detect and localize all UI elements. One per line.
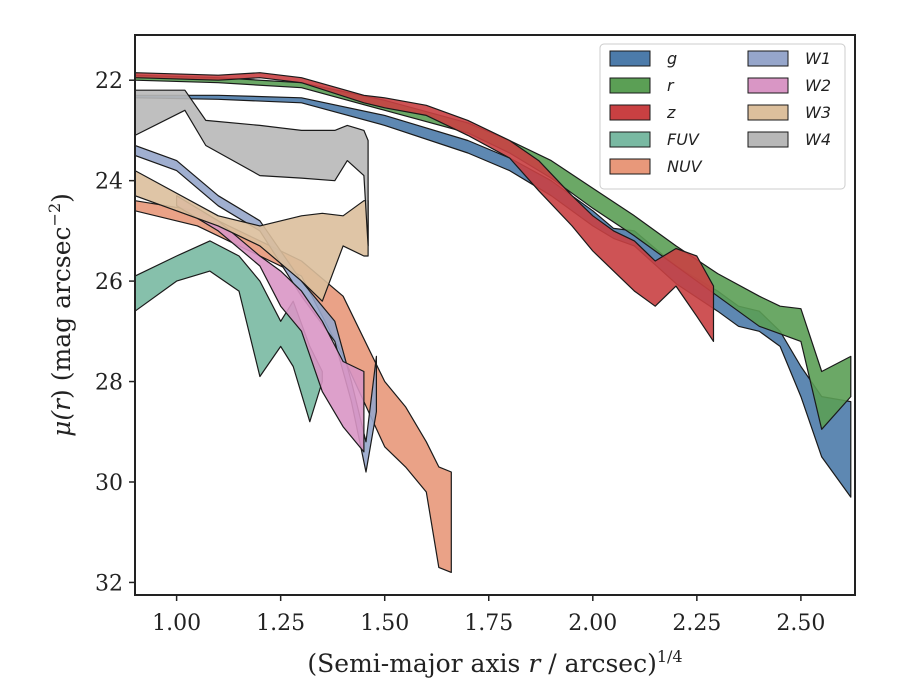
- band-w3: [135, 170, 369, 302]
- y-tick-label: 26: [95, 270, 123, 295]
- y-tick-label: 30: [95, 471, 123, 496]
- x-tick-label: 1.25: [256, 611, 305, 636]
- legend-label-fuv: FUV: [667, 130, 700, 149]
- x-axis-label: (Semi-major axis r / arcsec)1/4: [307, 647, 682, 678]
- x-tick-label: 2.00: [568, 611, 617, 636]
- y-tick-label: 24: [95, 170, 123, 195]
- x-tick-label: 1.00: [152, 611, 201, 636]
- x-tick-label: 2.25: [672, 611, 721, 636]
- legend-label-w2: W2: [805, 76, 831, 95]
- x-tick-label: 1.50: [360, 611, 409, 636]
- legend-label-w3: W3: [805, 103, 831, 122]
- legend-swatch-w2: [747, 77, 789, 94]
- plot-frame: [134, 34, 856, 596]
- y-tick-label: 22: [95, 69, 123, 94]
- legend-label-r: r: [667, 76, 675, 95]
- x-tick-label: 2.50: [776, 611, 825, 636]
- legend-label-g: g: [667, 49, 677, 68]
- legend-label-w4: W4: [805, 130, 831, 149]
- y-tick-label: 32: [95, 571, 123, 596]
- legend-swatch-r: [609, 77, 651, 94]
- legend-label-w1: W1: [805, 49, 831, 68]
- y-tick-label: 28: [95, 371, 123, 396]
- legend-swatch-fuv: [609, 131, 651, 148]
- x-axis-ticks: 1.00 1.25 1.50 1.75 2.00 2.25 2.50: [152, 595, 825, 636]
- y-axis-ticks: 22 24 26 28 30 32: [95, 69, 135, 596]
- legend-swatch-nuv: [609, 158, 651, 175]
- legend-swatch-w3: [747, 104, 789, 121]
- legend-swatch-w4: [747, 131, 789, 148]
- x-tick-label: 1.75: [464, 611, 513, 636]
- y-axis-label: μ(r) (mag arcsec−2): [45, 193, 76, 437]
- legend-swatch-z: [609, 104, 651, 121]
- legend-swatch-w1: [747, 50, 789, 67]
- band-w4: [135, 89, 369, 247]
- legend: grz FUV NUV W1 W2 W3 W4: [599, 43, 846, 190]
- legend-label-z: z: [666, 103, 676, 122]
- band-w1: [135, 144, 377, 473]
- profile-bands: [135, 72, 852, 574]
- band-w2: [176, 195, 365, 453]
- legend-label-nuv: NUV: [667, 157, 703, 176]
- legend-swatch-g: [609, 50, 651, 67]
- band-z: [135, 72, 715, 342]
